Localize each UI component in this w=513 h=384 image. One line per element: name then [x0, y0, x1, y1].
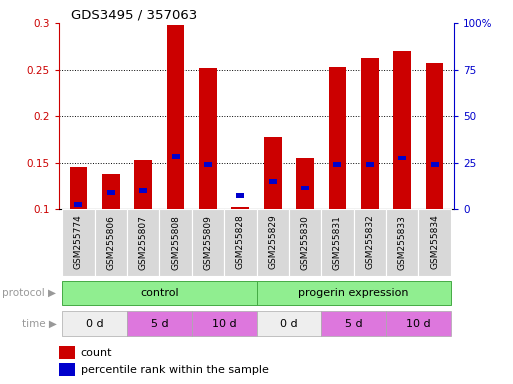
Bar — [204, 162, 212, 167]
Bar — [59, 363, 75, 376]
Bar — [94, 209, 127, 276]
Bar — [321, 209, 353, 276]
Text: GSM255830: GSM255830 — [301, 215, 309, 270]
Bar — [393, 51, 411, 209]
Bar — [430, 162, 439, 167]
Bar — [296, 158, 314, 209]
Bar — [62, 281, 256, 305]
Text: count: count — [81, 348, 112, 358]
Bar — [224, 209, 256, 276]
Text: 10 d: 10 d — [212, 318, 236, 329]
Bar — [256, 281, 451, 305]
Text: protocol ▶: protocol ▶ — [3, 288, 56, 298]
Bar — [70, 167, 87, 209]
Bar — [426, 63, 443, 209]
Bar — [59, 346, 75, 359]
Bar — [62, 209, 94, 276]
Bar — [366, 162, 374, 167]
Bar — [321, 311, 386, 336]
Text: GSM255828: GSM255828 — [236, 215, 245, 270]
Bar — [361, 58, 379, 209]
Text: 10 d: 10 d — [406, 318, 431, 329]
Bar — [289, 209, 321, 276]
Bar — [167, 25, 185, 209]
Bar — [333, 162, 342, 167]
Text: GSM255834: GSM255834 — [430, 215, 439, 270]
Text: GSM255774: GSM255774 — [74, 215, 83, 270]
Bar — [199, 68, 217, 209]
Bar — [107, 190, 115, 195]
Text: 0 d: 0 d — [280, 318, 298, 329]
Text: GSM255831: GSM255831 — [333, 215, 342, 270]
Bar — [171, 154, 180, 159]
Bar — [62, 311, 127, 336]
Text: GSM255829: GSM255829 — [268, 215, 277, 270]
Bar — [398, 156, 406, 161]
Bar — [192, 311, 256, 336]
Bar — [74, 202, 83, 207]
Bar — [256, 311, 321, 336]
Bar — [386, 209, 419, 276]
Bar — [256, 209, 289, 276]
Bar — [236, 193, 244, 198]
Text: GDS3495 / 357063: GDS3495 / 357063 — [71, 9, 197, 22]
Text: GSM255809: GSM255809 — [204, 215, 212, 270]
Bar — [192, 209, 224, 276]
Bar — [231, 207, 249, 209]
Text: GSM255807: GSM255807 — [139, 215, 148, 270]
Bar — [160, 209, 192, 276]
Bar — [419, 209, 451, 276]
Text: time ▶: time ▶ — [22, 318, 56, 329]
Text: GSM255806: GSM255806 — [106, 215, 115, 270]
Bar — [264, 137, 282, 209]
Bar — [127, 311, 192, 336]
Text: percentile rank within the sample: percentile rank within the sample — [81, 365, 269, 375]
Text: GSM255832: GSM255832 — [365, 215, 374, 270]
Bar — [139, 188, 147, 193]
Text: GSM255833: GSM255833 — [398, 215, 407, 270]
Bar — [301, 185, 309, 190]
Bar — [328, 67, 346, 209]
Text: 0 d: 0 d — [86, 318, 104, 329]
Text: 5 d: 5 d — [150, 318, 168, 329]
Bar — [134, 160, 152, 209]
Bar — [102, 174, 120, 209]
Text: 5 d: 5 d — [345, 318, 363, 329]
Bar — [127, 209, 160, 276]
Text: GSM255808: GSM255808 — [171, 215, 180, 270]
Bar — [269, 179, 277, 184]
Bar — [386, 311, 451, 336]
Bar — [353, 209, 386, 276]
Text: progerin expression: progerin expression — [299, 288, 409, 298]
Text: control: control — [140, 288, 179, 298]
